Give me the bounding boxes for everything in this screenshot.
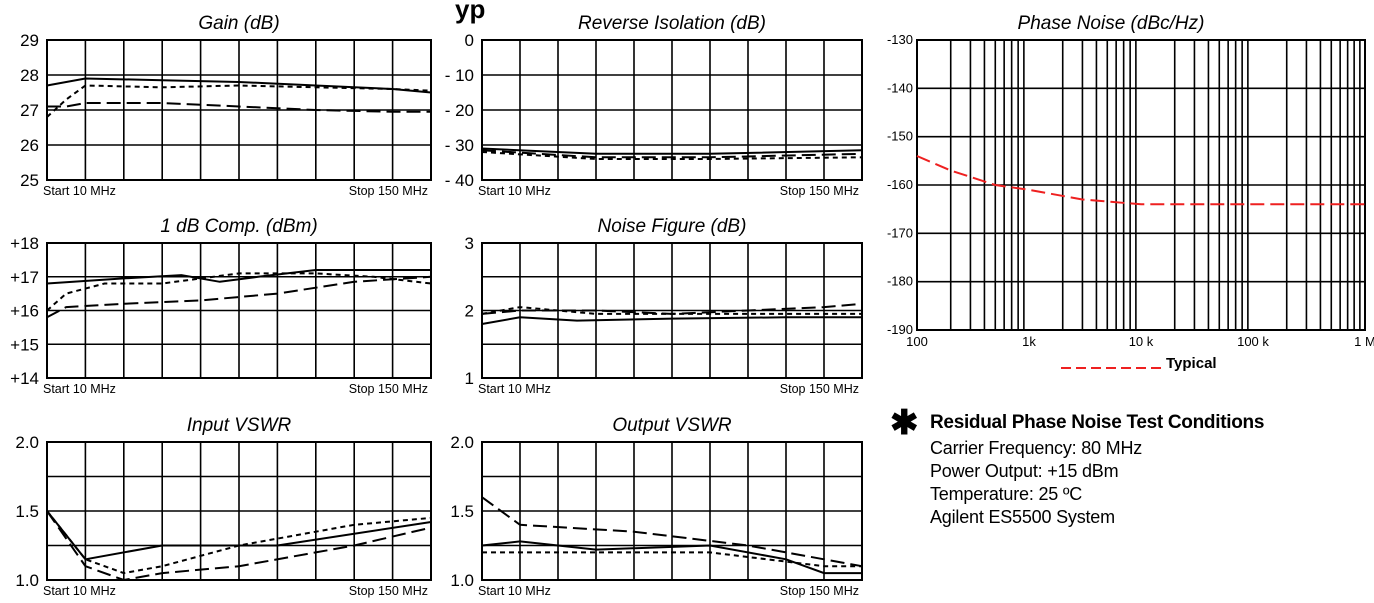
series-line-dashed bbox=[47, 102, 431, 113]
series-line-dotted bbox=[46, 272, 432, 312]
plot-grid bbox=[47, 243, 431, 378]
y-tick-label: 26 bbox=[20, 136, 39, 155]
chart-reverse-isolation: Reverse Isolation (dB) 0 - 10 - 20 - 30 - 40 S… bbox=[445, 13, 863, 198]
y-tick-label: +14 bbox=[10, 369, 39, 388]
y-tick-label: 2.0 bbox=[450, 433, 474, 452]
plot-frame bbox=[481, 39, 863, 181]
chart-title: Noise Figure (dB) bbox=[598, 216, 747, 237]
asterisk-icon: ✱ bbox=[890, 404, 919, 442]
plot-frame bbox=[916, 39, 1366, 331]
y-tick-label: +15 bbox=[10, 335, 39, 354]
y-tick-label: 1.0 bbox=[450, 571, 474, 590]
y-tick-label: 25 bbox=[20, 171, 39, 190]
y-tick-label: - 10 bbox=[445, 66, 474, 85]
x-tick-label: 1k bbox=[1022, 334, 1036, 349]
y-tick-label: -150 bbox=[887, 129, 913, 144]
y-tick-label: 1.5 bbox=[450, 502, 474, 521]
series-line-solid bbox=[46, 77, 432, 94]
y-tick-label: +18 bbox=[10, 234, 39, 253]
series-line-solid bbox=[481, 147, 863, 155]
x-start-label: Start 10 MHz bbox=[478, 584, 551, 598]
series-line-solid bbox=[481, 316, 862, 325]
x-stop-label: Stop 150 MHz bbox=[349, 584, 428, 598]
chart-compression: 1 dB Comp. (dBm) +18 +17 +16 +15 +14 Start 10 … bbox=[10, 216, 432, 396]
series-line-dashed bbox=[46, 275, 432, 319]
x-stop-label: Stop 150 MHz bbox=[349, 184, 428, 198]
plot-grid bbox=[917, 39, 1365, 331]
y-tick-label: 2.0 bbox=[15, 433, 39, 452]
chart-input-vswr: Input VSWR 2.0 1.5 1.0 Start 10 MHz Stop 150 … bbox=[15, 415, 432, 598]
y-tick-label: 27 bbox=[20, 101, 39, 120]
series-line-solid bbox=[481, 540, 862, 575]
x-stop-label: Stop 150 MHz bbox=[780, 382, 859, 396]
plot-grid bbox=[47, 40, 431, 180]
condition-power-output: Power Output: +15 dBm bbox=[930, 461, 1119, 481]
y-tick-label: -160 bbox=[887, 177, 913, 192]
condition-temperature: Temperature: 25 ºC bbox=[930, 484, 1083, 504]
chart-title: Input VSWR bbox=[187, 415, 292, 436]
series-line-solid bbox=[46, 269, 431, 285]
x-stop-label: Stop 150 MHz bbox=[780, 584, 859, 598]
series-line-dashed bbox=[481, 149, 863, 159]
y-tick-label: -130 bbox=[887, 32, 913, 47]
x-start-label: Start 10 MHz bbox=[478, 382, 551, 396]
y-tick-label: - 40 bbox=[445, 171, 474, 190]
x-tick-label: 100 k bbox=[1237, 334, 1269, 349]
x-start-label: Start 10 MHz bbox=[43, 584, 116, 598]
plot-frame bbox=[46, 39, 432, 181]
y-tick-label: 0 bbox=[465, 31, 474, 50]
legend-label-typical: Typical bbox=[1166, 355, 1217, 372]
conditions-title: Residual Phase Noise Test Conditions bbox=[930, 412, 1265, 433]
y-tick-label: -140 bbox=[887, 80, 913, 95]
y-tick-label: 1.5 bbox=[15, 502, 39, 521]
series-line-dotted bbox=[46, 84, 432, 118]
y-tick-label: -190 bbox=[887, 322, 913, 337]
y-tick-label: - 20 bbox=[445, 101, 474, 120]
y-tick-label: 3 bbox=[465, 234, 474, 253]
chart-gain: Gain (dB) 29 28 27 26 25 Start 10 MHz Stop 150 … bbox=[20, 13, 432, 198]
x-tick-label: 10 k bbox=[1129, 334, 1154, 349]
chart-title: Gain (dB) bbox=[198, 13, 279, 34]
chart-title: Reverse Isolation (dB) bbox=[578, 13, 766, 34]
y-tick-label: -170 bbox=[887, 225, 913, 240]
y-tick-label: -180 bbox=[887, 274, 913, 289]
plot-frame bbox=[481, 242, 863, 379]
x-start-label: Start 10 MHz bbox=[43, 382, 116, 396]
x-stop-label: Stop 150 MHz bbox=[349, 382, 428, 396]
series-line-dotted bbox=[481, 151, 863, 160]
plot-grid bbox=[482, 442, 862, 580]
series-line-dashed bbox=[46, 510, 432, 582]
chart-output-vswr: Output VSWR 2.0 1.5 1.0 Start 10 MHz Stop 150… bbox=[450, 415, 863, 598]
y-tick-label: 1.0 bbox=[15, 571, 39, 590]
chart-phase-noise: Phase Noise (dBc/Hz) -130 -140 -150 -160 -170… bbox=[887, 13, 1374, 372]
y-tick-label: 28 bbox=[20, 66, 39, 85]
series-line-solid bbox=[46, 510, 432, 561]
y-tick-label: 2 bbox=[465, 302, 474, 321]
chart-noise-figure: Noise Figure (dB) 3 2 1 Start 10 MHz Stop 150… bbox=[465, 216, 863, 396]
y-tick-label: +16 bbox=[10, 302, 39, 321]
x-stop-label: Stop 150 MHz bbox=[780, 184, 859, 198]
plot-frame bbox=[481, 441, 863, 581]
condition-carrier-frequency: Carrier Frequency: 80 MHz bbox=[930, 438, 1143, 458]
y-tick-label: +17 bbox=[10, 268, 39, 287]
chart-title: Phase Noise (dBc/Hz) bbox=[1018, 13, 1205, 34]
y-tick-label: 1 bbox=[465, 369, 474, 388]
x-tick-label: 100 bbox=[906, 334, 928, 349]
x-start-label: Start 10 MHz bbox=[478, 184, 551, 198]
chart-title: Output VSWR bbox=[612, 415, 732, 436]
series-line-dashed bbox=[916, 155, 1365, 206]
y-tick-label: - 30 bbox=[445, 136, 474, 155]
chart-legend: Typical bbox=[1061, 355, 1217, 372]
x-tick-label: 1 M bbox=[1354, 334, 1374, 349]
y-tick-label: 29 bbox=[20, 31, 39, 50]
series-line-dotted bbox=[482, 551, 862, 568]
plot-grid bbox=[482, 243, 862, 378]
x-start-label: Start 10 MHz bbox=[43, 184, 116, 198]
condition-system: Agilent ES5500 System bbox=[930, 507, 1115, 527]
chart-title: 1 dB Comp. (dBm) bbox=[160, 216, 317, 237]
plot-grid bbox=[47, 442, 431, 580]
page-title-fragment: yp bbox=[455, 0, 485, 24]
